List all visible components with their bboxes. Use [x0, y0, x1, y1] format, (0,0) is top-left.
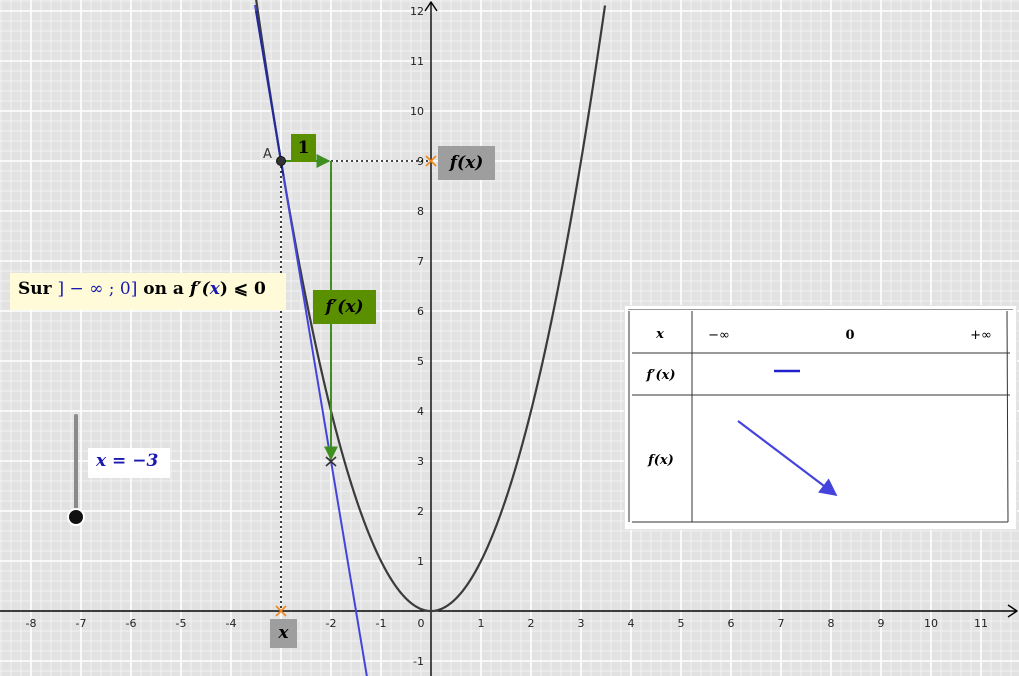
- x-tick-label: 4: [628, 617, 635, 630]
- x-tick-label: 7: [778, 617, 785, 630]
- slider-value-label: x = −3: [88, 448, 170, 478]
- slope-point-cross-icon: [325, 456, 337, 467]
- y-tick-label: -1: [413, 655, 424, 668]
- y-tick-label: 9: [417, 155, 424, 168]
- y-tick-label: 11: [410, 55, 424, 68]
- table-x-zero: 0: [845, 328, 854, 343]
- x-tick-label: -6: [126, 617, 137, 630]
- y-tick-label: 1: [417, 555, 424, 568]
- parabola-curve[interactable]: [255, 0, 607, 613]
- y-tick-label: 3: [417, 455, 424, 468]
- y-tick-label: 8: [417, 205, 424, 218]
- table-header-fprime: f′(x): [645, 368, 675, 383]
- x-axis-arrow-icon: [1007, 604, 1019, 618]
- sign-statement: Sur ] − ∞ ; 0] on a f′(x) ⩽ 0: [10, 273, 286, 310]
- point-a[interactable]: [276, 156, 286, 166]
- x-variable-label: x: [270, 619, 297, 648]
- fx-label: f(x): [438, 146, 495, 180]
- x-tick-label: 11: [974, 617, 988, 630]
- sign-statement-expr-var: x: [209, 279, 220, 299]
- variation-table: x −∞ 0 +∞ f′(x) f(x): [625, 306, 1016, 529]
- x-tick-label: -1: [376, 617, 387, 630]
- y-axis-arrow-icon: [424, 0, 438, 12]
- table-header-f: f(x): [647, 453, 674, 468]
- x-tick-label: -7: [76, 617, 87, 630]
- x-tick-label: 2: [528, 617, 535, 630]
- x-tick-label: 9: [878, 617, 885, 630]
- y-tick-label: 7: [417, 255, 424, 268]
- y-tick-label: 6: [417, 305, 424, 318]
- tangent-line-segment: [255, 10, 285, 177]
- x-tick-label: -8: [26, 617, 37, 630]
- x-tick-label: 5: [678, 617, 685, 630]
- sign-statement-expr-pre: f′(: [189, 279, 210, 299]
- sign-statement-expr-post: ) ⩽ 0: [219, 279, 266, 299]
- sign-statement-interval: ] − ∞ ; 0]: [57, 279, 138, 299]
- step-label: 1: [291, 134, 316, 162]
- table-header-x: x: [655, 327, 664, 342]
- y-tick-label: 2: [417, 505, 424, 518]
- x-tick-label: -4: [226, 617, 237, 630]
- x-tick-label: 0: [418, 617, 425, 630]
- y-tick-label: 12: [410, 5, 424, 18]
- point-a-label: A: [263, 147, 272, 162]
- decreasing-arrow: [737, 420, 838, 497]
- y-tick-label: 5: [417, 355, 424, 368]
- x-marker-cross-icon: [275, 605, 287, 617]
- x-tick-label: 3: [578, 617, 585, 630]
- x-tick-label: 8: [828, 617, 835, 630]
- fx-marker-cross-icon: [425, 155, 437, 167]
- fprime-label: f′(x): [313, 290, 376, 324]
- x-tick-label: -2: [326, 617, 337, 630]
- x-tick-label: 6: [728, 617, 735, 630]
- x-tick-label: 10: [924, 617, 938, 630]
- table-x-minus-infinity: −∞: [708, 328, 730, 343]
- y-tick-label: 4: [417, 405, 424, 418]
- slider-handle[interactable]: [67, 508, 85, 526]
- sign-statement-prefix: Sur: [18, 279, 52, 299]
- y-tick-label: 10: [410, 105, 424, 118]
- table-x-plus-infinity: +∞: [970, 328, 992, 343]
- sign-statement-middle: on a: [143, 279, 184, 299]
- x-tick-label: -5: [176, 617, 187, 630]
- x-tick-label: 1: [478, 617, 485, 630]
